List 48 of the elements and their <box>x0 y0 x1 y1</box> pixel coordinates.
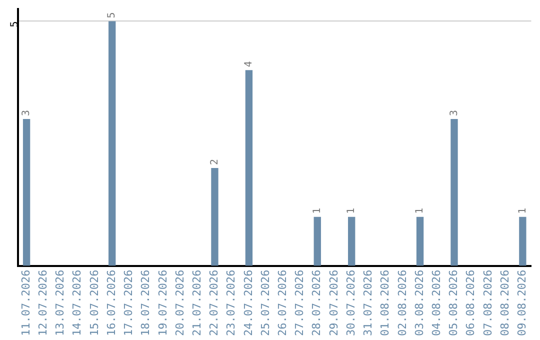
x-tick-label: 24.07.2026 <box>242 270 255 336</box>
x-tick-label: 29.07.2026 <box>327 270 340 336</box>
bar <box>416 216 424 266</box>
x-tick-label: 12.07.2026 <box>36 270 50 336</box>
bar <box>211 168 218 266</box>
data-label: 1 <box>517 208 528 214</box>
x-tick-label: 27.07.2026 <box>293 270 306 336</box>
x-tick-label: 04.08.2026 <box>430 270 443 336</box>
bar <box>348 216 356 266</box>
x-tick-label: 15.07.2026 <box>88 270 101 336</box>
x-tick-label: 30.07.2026 <box>344 270 358 336</box>
x-tick-label: 16.07.2026 <box>104 270 118 336</box>
x-tick-label: 22.07.2026 <box>208 270 221 336</box>
data-label: 4 <box>244 61 255 68</box>
bar <box>108 21 116 266</box>
x-tick-label: 17.07.2026 <box>122 270 136 336</box>
data-label: 3 <box>21 110 32 116</box>
data-label: 1 <box>312 208 323 214</box>
x-tick-label: 18.07.2026 <box>139 270 152 336</box>
x-tick-label: 28.07.2026 <box>310 270 324 336</box>
x-tick-label: 07.08.2026 <box>481 270 494 336</box>
x-tick-label: 23.07.2026 <box>224 270 238 336</box>
x-tick-label: 08.08.2026 <box>498 270 512 336</box>
data-label: 1 <box>414 208 426 214</box>
data-label: 1 <box>346 208 358 214</box>
x-tick-label: 09.08.2026 <box>516 270 529 336</box>
x-tick-label: 21.07.2026 <box>190 270 204 336</box>
bar <box>22 119 30 266</box>
x-tick-label: 26.07.2026 <box>276 270 290 336</box>
data-label: 5 <box>106 12 118 18</box>
bar <box>450 119 458 266</box>
bar <box>245 70 253 266</box>
x-tick-label: 11.07.2026 <box>19 270 32 336</box>
x-tick-label: 20.07.2026 <box>173 270 186 336</box>
data-label: 2 <box>209 158 220 165</box>
bar <box>314 216 321 266</box>
x-tick-label: 06.08.2026 <box>464 270 478 336</box>
x-tick-label: 14.07.2026 <box>70 270 84 336</box>
x-tick-label: 31.07.2026 <box>362 270 375 336</box>
x-tick-label: 05.08.2026 <box>447 270 460 336</box>
x-tick-label: 01.08.2026 <box>378 270 392 336</box>
x-tick-label: 25.07.2026 <box>258 270 272 336</box>
bar <box>519 216 526 266</box>
x-tick-label: 02.08.2026 <box>396 270 409 336</box>
x-tick-label: 03.08.2026 <box>412 270 426 336</box>
x-tick-label: 13.07.2026 <box>54 270 67 336</box>
x-tick-label: 19.07.2026 <box>156 270 170 336</box>
data-label: 3 <box>448 110 460 116</box>
